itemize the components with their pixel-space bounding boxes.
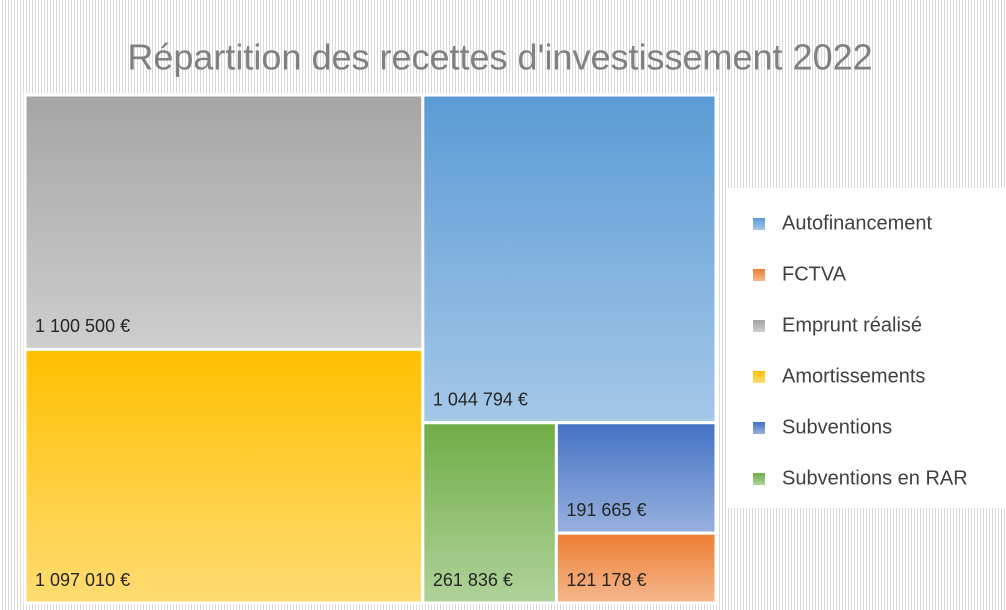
treemap-cell — [421, 421, 558, 605]
legend-label: Autofinancement — [782, 212, 933, 234]
chart-title: Répartition des recettes d'investissemen… — [127, 37, 872, 78]
legend-label: Amortissements — [782, 365, 925, 387]
treemap-cell — [23, 347, 425, 605]
legend-label: FCTVA — [782, 263, 847, 285]
legend-label: Subventions en RAR — [782, 467, 968, 489]
legend-box — [728, 188, 1006, 508]
data-label: 191 665 € — [566, 500, 646, 520]
legend-swatch — [753, 320, 765, 332]
legend-label: Subventions — [782, 416, 892, 438]
legend-label: Emprunt réalisé — [782, 314, 922, 336]
data-label: 261 836 € — [433, 570, 513, 590]
data-label: 121 178 € — [566, 570, 646, 590]
legend-swatch — [753, 269, 765, 281]
data-label: 1 097 010 € — [35, 570, 130, 590]
treemap-cell — [23, 93, 425, 351]
data-label: 1 044 794 € — [433, 389, 528, 409]
legend-swatch — [753, 218, 765, 230]
treemap-cell — [554, 531, 718, 605]
treemap-cell — [554, 421, 718, 535]
treemap-cell — [421, 93, 718, 425]
legend-swatch — [753, 422, 765, 434]
data-label: 1 100 500 € — [35, 316, 130, 336]
legend-swatch — [753, 371, 765, 383]
legend-swatch — [753, 473, 765, 485]
